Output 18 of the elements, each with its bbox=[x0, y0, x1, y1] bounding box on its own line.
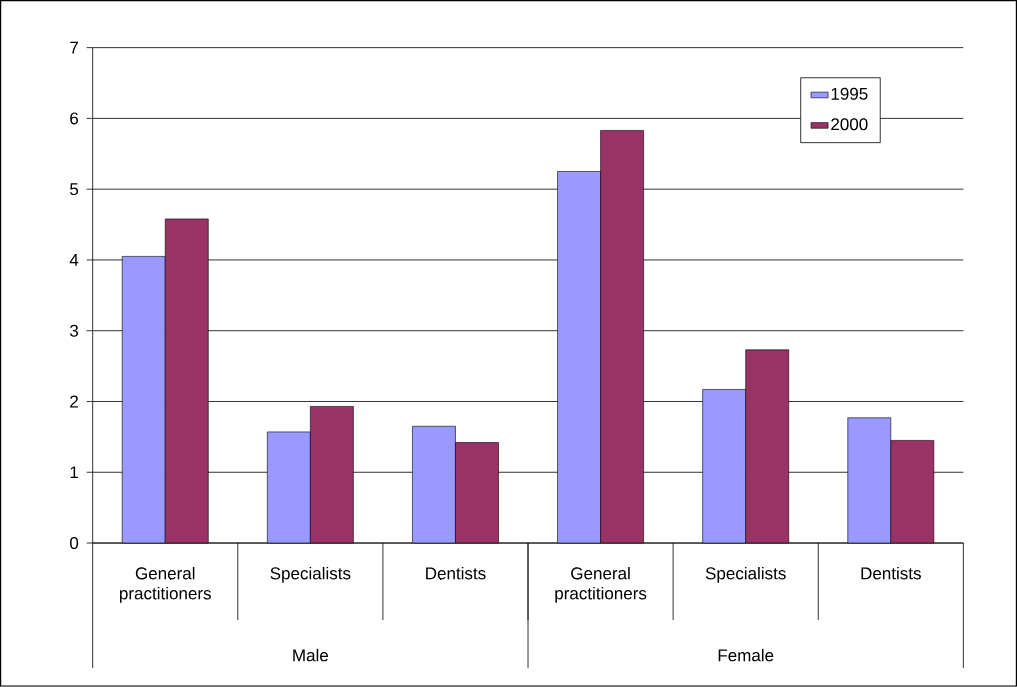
y-tick-label: 4 bbox=[69, 254, 79, 266]
text: Male bbox=[293, 649, 329, 662]
legend-label: 1995 bbox=[831, 87, 868, 100]
x-tick-label: General practitioners bbox=[555, 567, 647, 603]
y-tick-label: 5 bbox=[70, 183, 79, 196]
x-tick-label: General practitioners bbox=[120, 567, 211, 603]
x-tick-label: Specialists bbox=[270, 567, 351, 583]
y-tick-label: 1 bbox=[70, 466, 78, 479]
text: Female bbox=[718, 649, 774, 662]
x-tick-label: Dentists bbox=[426, 567, 486, 580]
x-tick-label: Specialists bbox=[705, 567, 786, 583]
y-tick-label: 6 bbox=[70, 112, 79, 125]
y-tick-label: 7 bbox=[70, 41, 78, 54]
y-tick-label: 3 bbox=[69, 324, 79, 337]
y-tick-label: 2 bbox=[70, 395, 78, 408]
x-tick-label: Dentists bbox=[861, 567, 921, 580]
legend-label: 2000 bbox=[831, 118, 868, 131]
y-tick-label: 0 bbox=[70, 537, 79, 550]
